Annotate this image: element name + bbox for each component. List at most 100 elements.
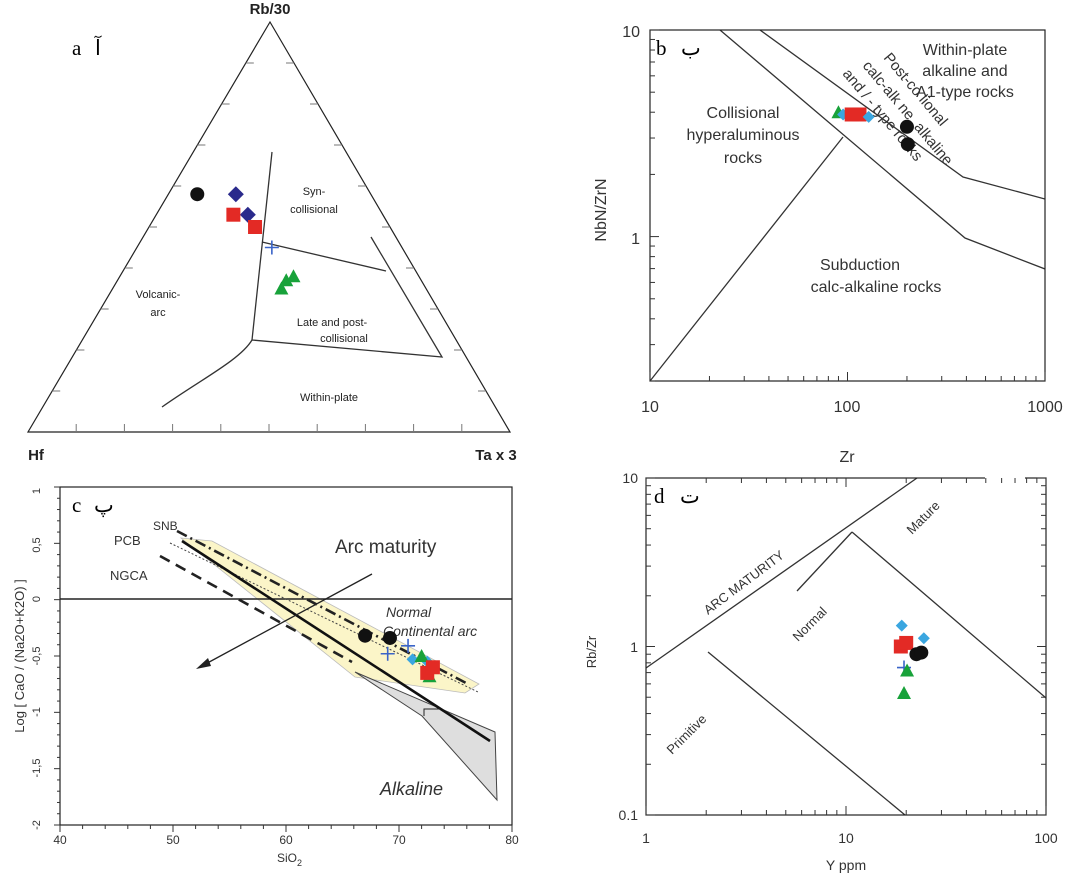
panel-d-tag: d [654,484,665,508]
c-xtick-0: 40 [53,833,67,847]
c-ytick-2: 0 [31,596,43,602]
field-syn-label-2: collisional [290,204,338,216]
panel-b-tag-fa: ب [681,36,701,60]
d-xtick-1: 10 [838,830,854,846]
d-ylabel: Rb/Zr [584,635,599,668]
c-ytick-0: 1 [31,488,43,494]
c-label-snb: SNB [153,519,178,533]
a-point-red-square [226,207,241,222]
a-point-black-circle [190,187,205,202]
c-label-ngca: NGCA [110,568,148,583]
c-ytick-4: -1 [31,707,43,717]
apex-left-label: Hf [28,447,45,464]
b-field-wp: Within-plate alkaline and A1-type rocks [916,42,1014,101]
b-xtick-1: 100 [834,399,861,416]
panel-d-points [893,619,930,699]
c-point-blue-plus [380,646,395,661]
c-ylabel: Log [ CaO / (Na2O+K2O) ] [12,579,27,733]
a-point-green-triangle [279,273,294,287]
panel-d-ticks [645,477,1047,816]
svg-text:rocks: rocks [724,150,762,167]
panel-c-points [358,628,440,683]
field-post-label-2: collisional [320,333,368,345]
svg-text:calc-alkaline rocks: calc-alkaline rocks [811,279,942,296]
d-ytick-0: 0.1 [619,807,639,823]
a-point-navy-diamond [239,206,256,223]
d-point-cyan-diamond [917,632,930,645]
svg-text:Collisional: Collisional [707,105,780,122]
d-field-normal: Normal [790,604,830,644]
panel-d: 1 10 100 0.1 1 10 Y ppm Rb/Zr ARC MATURI… [584,470,1058,873]
c-xlabel: SiO2 [277,851,302,868]
panel-b-boundaries [650,30,1045,381]
c-ytick-3: -0,5 [31,647,43,666]
panel-a: Rb/30 Hf Ta x 3 Syn- collisional Volcani… [26,1,517,464]
d-point-black-circle [914,645,929,660]
a-point-green-triangle [274,281,289,295]
d-point-red-square [899,635,914,650]
c-ytick-5: -1,5 [31,759,43,778]
panel-c-tag-fa: پ [94,493,114,518]
ternary-triangle [26,20,512,433]
c-label-arc: Arc maturity [335,537,437,558]
panel-c: 40 50 60 70 80 1 0,5 0 -0,5 -1 -1,5 -2 L… [12,486,519,868]
panel-d-boundaries [646,478,1046,815]
a-point-red-square [248,220,263,234]
d-point-green-triangle [897,685,912,699]
b-point-cyan-diamond [862,110,875,123]
a-point-blue-plus [264,240,279,255]
panel-d-tag-fa: ت [680,484,700,508]
b-xtick-0: 10 [641,399,659,416]
field-varc-label-1: Volcanic- [136,289,181,301]
panel-b-ticks [649,29,1046,382]
field-wp-label: Within-plate [300,392,358,404]
c-label-cont: Continental arc [383,623,477,639]
svg-text:alkaline and: alkaline and [922,63,1007,80]
c-point-black-circle [358,628,373,643]
d-ytick-1: 1 [630,639,638,655]
d-field-arcm: ARC MATURITY [701,547,787,617]
ternary-ticks [52,62,486,432]
c-xtick-1: 50 [166,833,180,847]
c-point-green-triangle [414,649,429,662]
c-xtick-3: 70 [392,833,406,847]
b-xtick-2: 1000 [1027,399,1063,416]
b-field-coll: Collisional hyperaluminous rocks [687,105,800,167]
panel-c-fields [60,529,512,802]
c-point-blue-plus [401,638,416,653]
c-label-pcb: PCB [114,533,141,548]
b-field-sub: Subduction calc-alkaline rocks [811,257,942,296]
c-point-black-circle [382,630,397,645]
field-varc-label-2: arc [150,307,166,319]
panel-a-boundaries [161,151,444,408]
b-point-red-square [852,107,867,122]
panel-a-tag: a [72,36,82,60]
c-ytick-6: -2 [31,820,43,830]
field-syn-label-1: Syn- [303,186,326,198]
a-point-navy-diamond [227,186,244,203]
panel-b-tag: b [656,36,667,60]
svg-text:hyperaluminous: hyperaluminous [687,127,800,144]
svg-text:A1-type rocks: A1-type rocks [916,84,1014,101]
b-xlabel: Zr [839,449,855,466]
c-label-alk: Alkaline [379,779,443,799]
panel-c-tag: c [72,493,81,517]
d-point-green-triangle [900,663,915,677]
d-point-cyan-diamond [895,619,908,632]
c-ytick-1: 0,5 [31,537,43,552]
field-post-label-1: Late and post- [297,317,368,329]
apex-right-label: Ta x 3 [475,447,516,464]
panel-a-points [190,186,301,295]
d-xtick-2: 100 [1034,830,1058,846]
c-xtick-4: 80 [505,833,519,847]
svg-text:Subduction: Subduction [820,257,900,274]
panel-a-tag-fa: آ [94,34,102,60]
apex-top-label: Rb/30 [250,1,291,18]
panel-b-points [831,105,915,152]
c-label-normal: Normal [386,604,432,620]
a-point-green-triangle [286,269,301,283]
b-ytick-1: 10 [622,24,640,41]
d-field-mature: Mature [904,498,943,537]
b-ytick-0: 1 [631,231,640,248]
